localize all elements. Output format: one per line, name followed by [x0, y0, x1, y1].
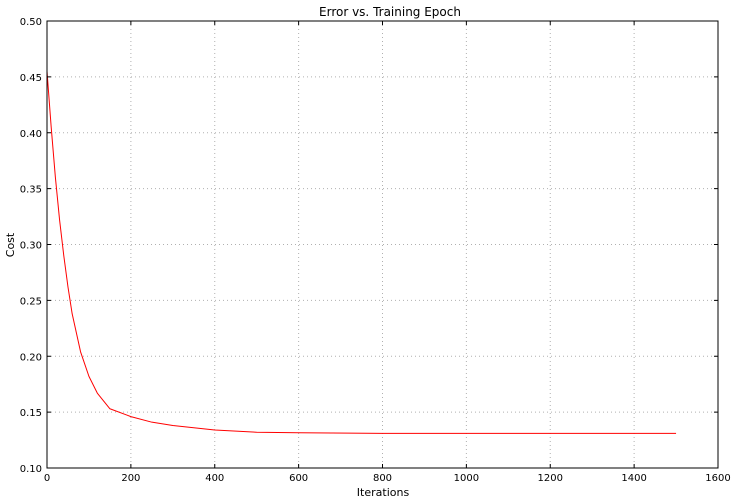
chart-title: Error vs. Training Epoch — [319, 5, 461, 19]
series-layer — [46, 71, 677, 434]
x-tick-labels: 0 200 400 600 800 1000 1200 1400 1600 — [44, 473, 731, 484]
y-tick-label: 0.30 — [20, 241, 42, 252]
y-tick-label: 0.10 — [20, 464, 42, 475]
y-tick-label: 0.20 — [20, 352, 42, 363]
y-tick-label: 0.45 — [20, 73, 42, 84]
axis-ticks — [46, 20, 719, 469]
x-tick-label: 0 — [44, 473, 50, 484]
x-tick-label: 1400 — [621, 473, 646, 484]
x-tick-label: 1600 — [705, 473, 730, 484]
x-tick-label: 400 — [205, 473, 224, 484]
series-line — [46, 71, 677, 434]
y-tick-label: 0.50 — [20, 17, 42, 28]
x-tick-label: 1200 — [538, 473, 563, 484]
grid-lines — [47, 21, 718, 468]
y-tick-label: 0.15 — [20, 408, 42, 419]
x-tick-label: 200 — [121, 473, 140, 484]
y-tick-label: 0.35 — [20, 185, 42, 196]
y-tick-label: 0.25 — [20, 296, 42, 307]
x-tick-label: 600 — [289, 473, 308, 484]
y-axis-label: Cost — [4, 232, 17, 257]
x-axis-label: Iterations — [357, 486, 410, 499]
y-tick-labels: 0.10 0.15 0.20 0.25 0.30 0.35 0.40 0.45 0.50 — [20, 17, 42, 475]
x-tick-label: 800 — [373, 473, 392, 484]
x-tick-label: 1000 — [454, 473, 479, 484]
y-tick-label: 0.40 — [20, 129, 42, 140]
